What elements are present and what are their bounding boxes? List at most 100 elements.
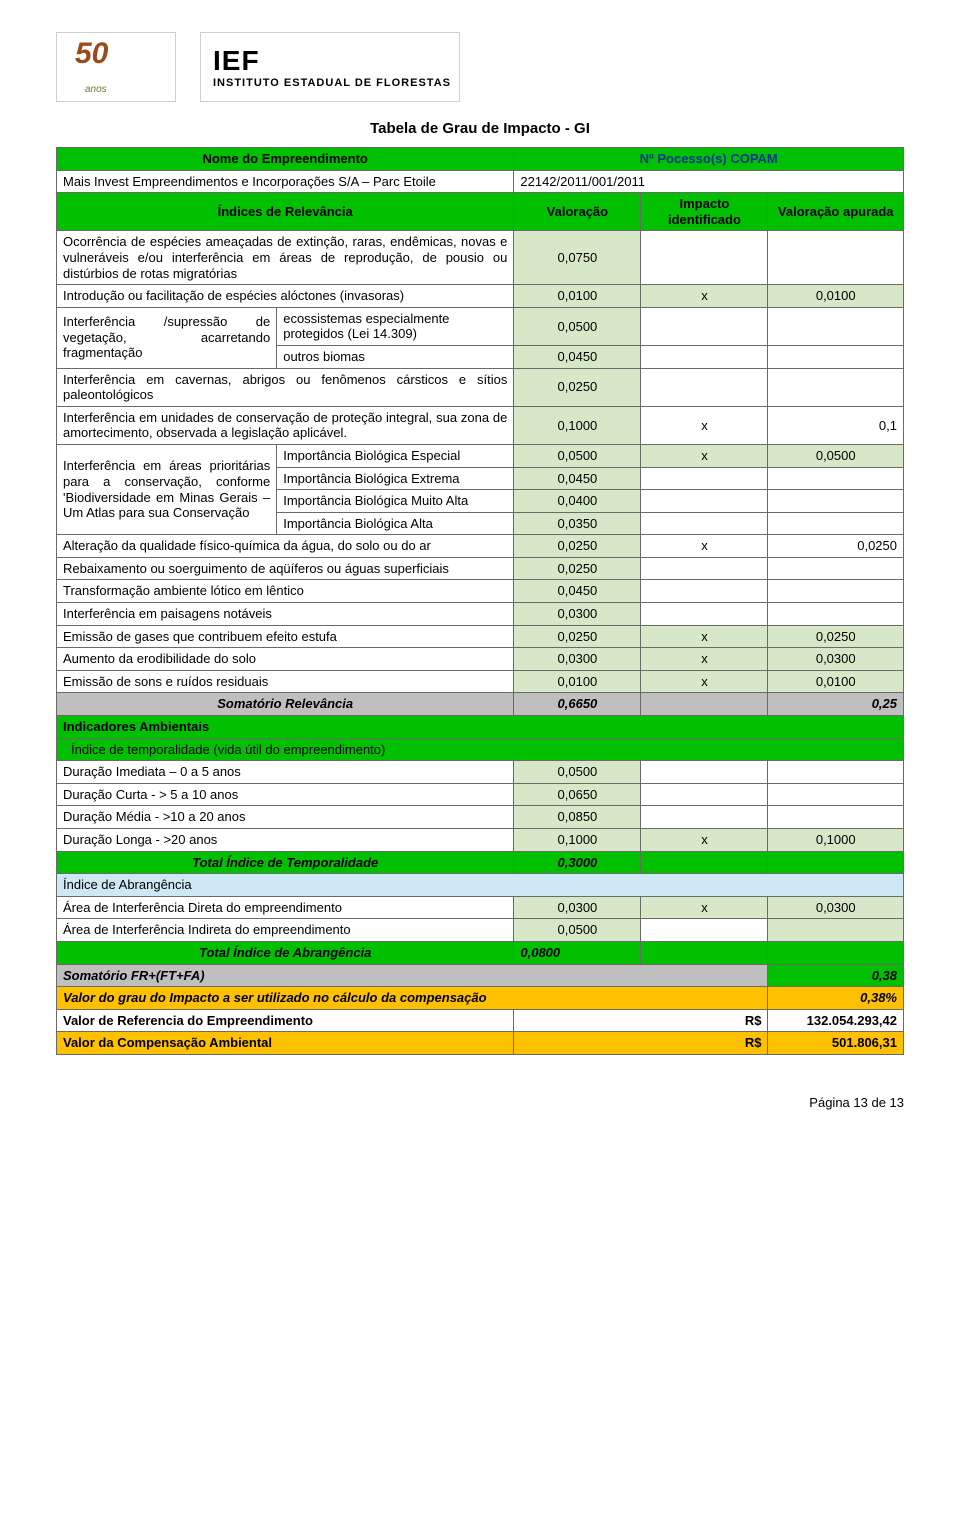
somatorio-fr-ap: 0,38 (768, 964, 904, 987)
row-val: 0,0100 (514, 670, 641, 693)
row-val: 0,0500 (514, 307, 641, 345)
tot-blank (768, 851, 904, 874)
row-ap: 0,0500 (768, 444, 904, 467)
valor-ref-label: Valor de Referencia do Empreendimento (57, 1009, 514, 1032)
row-label: Duração Imediata – 0 a 5 anos (57, 761, 514, 784)
row-label: Duração Longa - >20 anos (57, 829, 514, 852)
page-footer: Página 13 de 13 (56, 1095, 904, 1110)
sum-relevancia-ap: 0,25 (768, 693, 904, 716)
row-val: 0,0500 (514, 444, 641, 467)
row-val: 0,0450 (514, 580, 641, 603)
row-ap (768, 368, 904, 406)
row-label: Interferência /supressão de vegetação, a… (57, 307, 277, 368)
row-label: Área de Interferência Indireta do empree… (57, 919, 514, 942)
row-val: 0,0250 (514, 625, 641, 648)
row-label: Interferência em cavernas, abrigos ou fe… (57, 368, 514, 406)
section-abrangencia: Índice de Abrangência (57, 874, 904, 897)
total-temporalidade-label: Total Índice de Temporalidade (57, 851, 514, 874)
row-sublabel: ecossistemas especialmente protegidos (L… (277, 307, 514, 345)
row-sublabel: Importância Biológica Alta (277, 512, 514, 535)
row-id: x (641, 406, 768, 444)
valor-comp-ap: 501.806,31 (768, 1032, 904, 1055)
row-label: Emissão de gases que contribuem efeito e… (57, 625, 514, 648)
row-label: Introdução ou facilitação de espécies al… (57, 285, 514, 308)
hdr-col-valoracao: Valoração (514, 193, 641, 231)
row-ap (768, 512, 904, 535)
tot-blank (768, 941, 904, 964)
row-val: 0,0350 (514, 512, 641, 535)
impact-table: Nome do Empreendimento Nº Pocesso(s) COP… (56, 147, 904, 1055)
row-ap (768, 580, 904, 603)
logo-ief: IEF INSTITUTO ESTADUAL DE FLORESTAS (200, 32, 460, 102)
hdr-indices: Índices de Relevância (57, 193, 514, 231)
row-id: x (641, 535, 768, 558)
row-ap: 0,0100 (768, 285, 904, 308)
row-label: Emissão de sons e ruídos residuais (57, 670, 514, 693)
row-id (641, 603, 768, 626)
row-label: Duração Curta - > 5 a 10 anos (57, 783, 514, 806)
hdr-col-apurada: Valoração apurada (768, 193, 904, 231)
row-label: Alteração da qualidade físico-química da… (57, 535, 514, 558)
hdr-processo: Nº Pocesso(s) COPAM (514, 148, 904, 171)
row-id (641, 806, 768, 829)
row-label: Ocorrência de espécies ameaçadas de exti… (57, 231, 514, 285)
row-id: x (641, 829, 768, 852)
row-val: 0,0500 (514, 761, 641, 784)
row-val: 0,0750 (514, 231, 641, 285)
row-id: x (641, 670, 768, 693)
valor-comp-cur: R$ (514, 1032, 768, 1055)
row-ap (768, 761, 904, 784)
row-sublabel: outros biomas (277, 345, 514, 368)
row-id (641, 231, 768, 285)
row-sublabel: Importância Biológica Extrema (277, 467, 514, 490)
section-temporalidade: Índice de temporalidade (vida útil do em… (57, 738, 904, 761)
row-sublabel: Importância Biológica Muito Alta (277, 490, 514, 513)
row-val: 0,0250 (514, 557, 641, 580)
row-label: Interferência em unidades de conservação… (57, 406, 514, 444)
row-val: 0,1000 (514, 406, 641, 444)
row-id (641, 512, 768, 535)
row-label: Duração Média - >10 a 20 anos (57, 806, 514, 829)
row-val: 0,0250 (514, 368, 641, 406)
valor-comp-label: Valor da Compensação Ambiental (57, 1032, 514, 1055)
row-id: x (641, 444, 768, 467)
row-val: 0,0400 (514, 490, 641, 513)
processo-number: 22142/2011/001/2011 (514, 170, 904, 193)
row-val: 0,0100 (514, 285, 641, 308)
row-val: 0,0850 (514, 806, 641, 829)
empreendimento-name: Mais Invest Empreendimentos e Incorporaç… (57, 170, 514, 193)
row-val: 0,0300 (514, 648, 641, 671)
row-id: x (641, 625, 768, 648)
row-val: 0,0500 (514, 919, 641, 942)
valor-grau-label: Valor do grau do Impacto a ser utilizado… (57, 987, 768, 1010)
row-ap (768, 490, 904, 513)
valor-ref-ap: 132.054.293,42 (768, 1009, 904, 1032)
row-id: x (641, 896, 768, 919)
row-label: Aumento da erodibilidade do solo (57, 648, 514, 671)
row-label: Transformação ambiente lótico em lêntico (57, 580, 514, 603)
somatorio-fr-label: Somatório FR+(FT+FA) (57, 964, 768, 987)
row-ap: 0,0300 (768, 648, 904, 671)
row-id (641, 345, 768, 368)
page: IEF INSTITUTO ESTADUAL DE FLORESTAS Tabe… (0, 0, 960, 1134)
row-ap (768, 345, 904, 368)
row-ap: 0,0250 (768, 535, 904, 558)
row-ap: 0,1 (768, 406, 904, 444)
row-val: 0,0300 (514, 603, 641, 626)
row-ap (768, 557, 904, 580)
row-ap (768, 603, 904, 626)
row-ap (768, 467, 904, 490)
row-sublabel: Importância Biológica Especial (277, 444, 514, 467)
row-ap (768, 307, 904, 345)
row-label: Interferência em paisagens notáveis (57, 603, 514, 626)
valor-grau-ap: 0,38% (768, 987, 904, 1010)
hdr-nome: Nome do Empreendimento (57, 148, 514, 171)
row-id (641, 557, 768, 580)
row-ap (768, 806, 904, 829)
row-id (641, 307, 768, 345)
row-val: 0,1000 (514, 829, 641, 852)
row-id (641, 580, 768, 603)
row-ap: 0,0100 (768, 670, 904, 693)
section-indicadores: Indicadores Ambientais (57, 716, 904, 739)
row-label: Área de Interferência Direta do empreend… (57, 896, 514, 919)
